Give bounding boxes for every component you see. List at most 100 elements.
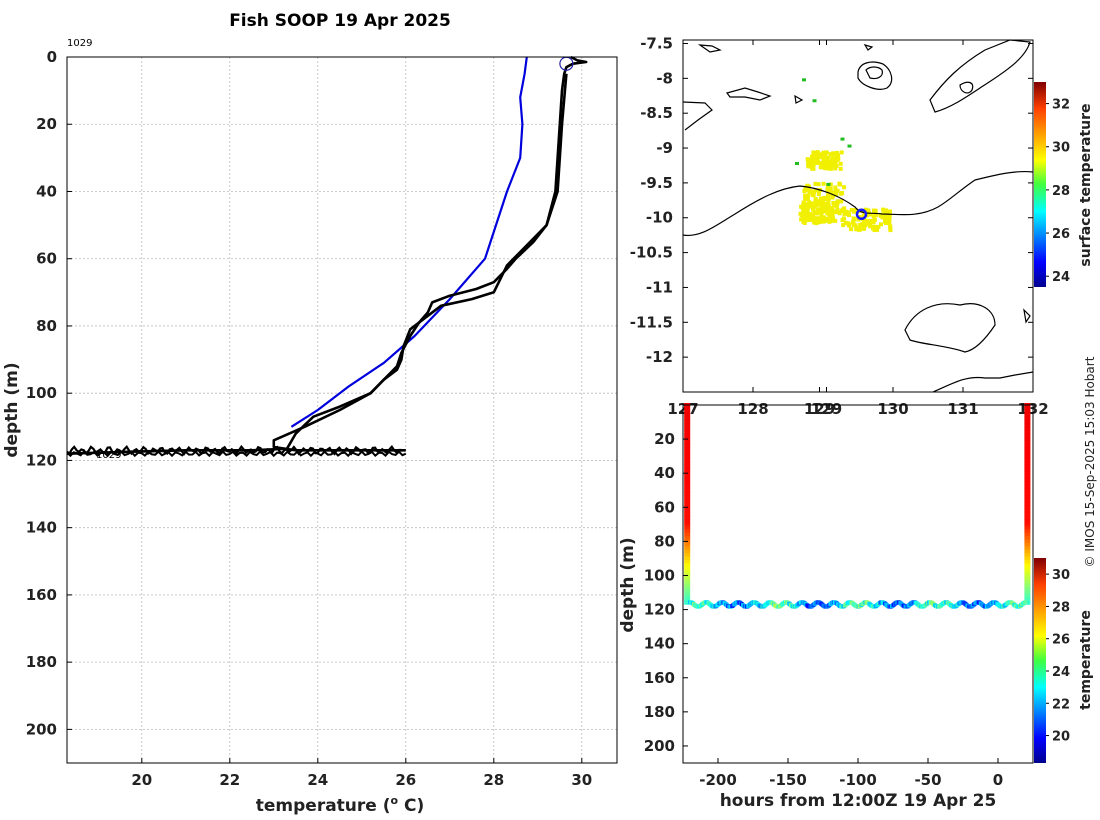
- section-cast-sample: [1024, 484, 1031, 489]
- section-cast-sample: [684, 430, 691, 435]
- sst-colorbar-tick-label: 28: [1052, 184, 1070, 199]
- sst-pixel: [821, 157, 826, 162]
- section-cast-sample: [1024, 590, 1031, 595]
- sst-pixel: [862, 223, 867, 228]
- section-cast-sample: [684, 450, 691, 455]
- section-cast-sample: [1024, 491, 1031, 496]
- figure-title: Fish SOOP 19 Apr 2025: [229, 11, 451, 31]
- section-cast-sample: [684, 464, 691, 469]
- sst-pixel: [846, 210, 851, 215]
- sst-pixel: [882, 209, 887, 214]
- sst-pixel: [810, 193, 815, 198]
- profile-x-label: temperature (o C): [256, 794, 425, 816]
- coast-island-c: [857, 61, 893, 90]
- sst-pixel: [819, 212, 824, 217]
- section-cast-sample: [1024, 525, 1031, 530]
- sst-pixel: [884, 214, 889, 219]
- section-cast-sample: [684, 515, 691, 520]
- coast-island-a: [682, 101, 713, 131]
- profile-y-tick-label: 120: [26, 451, 57, 469]
- sst-pixel: [837, 181, 842, 186]
- sst-colorbar-ticks: 24 26 28 30 32: [1046, 98, 1070, 285]
- section-plot: -200 -150 -100 -50 0 20 40 60 80 100 120 140 160 180…: [618, 403, 1094, 811]
- sst-pixel: [803, 193, 808, 198]
- sst-pixel: [821, 219, 826, 224]
- sst-pixel: [827, 215, 832, 220]
- sst-pixel: [822, 155, 827, 160]
- section-cast-sample: [684, 420, 691, 425]
- coast-dot-4: [794, 94, 804, 104]
- temperature-colorbar-tick-label: 22: [1052, 697, 1070, 712]
- sst-pixel: [811, 215, 816, 220]
- sst-pixel: [853, 208, 858, 213]
- sst-pixel: [872, 228, 877, 233]
- profile-x-tick-label: 30: [571, 771, 592, 789]
- sst-pixel: [864, 219, 869, 224]
- profile-y-ticks: 0 20 40 60 80 100 120 140 160 180 200: [26, 48, 72, 738]
- sst-pixel: [810, 166, 815, 171]
- sst-pixel: [813, 158, 818, 163]
- sst-pixel: [825, 216, 830, 221]
- sst-pixel: [815, 207, 820, 212]
- section-cast-sample: [684, 443, 691, 448]
- sst-pixel: [872, 208, 877, 213]
- section-y-tick-label: 60: [654, 498, 675, 516]
- temperature-colorbar-tick-label: 30: [1052, 568, 1070, 583]
- section-cast-sample: [1024, 406, 1031, 411]
- sst-pixel: [839, 199, 844, 204]
- sst-pixel: [813, 181, 818, 186]
- sst-colorbar-tick-label: 32: [1052, 98, 1070, 113]
- map-y-tick-label: -9.5: [640, 174, 673, 192]
- section-cast-sample: [1024, 437, 1031, 442]
- section-frame: [682, 404, 1034, 764]
- sst-pixel: [823, 163, 828, 168]
- coast-island-g: [932, 371, 1034, 393]
- section-cast-sample: [1024, 515, 1031, 520]
- sst-pixels: [795, 78, 893, 233]
- section-cast-sample: [1024, 498, 1031, 503]
- section-cast-sample: [1024, 440, 1031, 445]
- sst-pixel: [856, 217, 861, 222]
- section-cast-sample: [684, 498, 691, 503]
- profile-x-tick-label: 28: [483, 771, 504, 789]
- section-cast-sample: [684, 495, 691, 500]
- sst-pixel: [827, 164, 832, 169]
- profile-y-label: depth (m): [2, 362, 22, 457]
- sst-pixel: [811, 150, 816, 155]
- section-cast-sample: [1024, 471, 1031, 476]
- sst-pixel: [862, 220, 867, 225]
- section-y-tick-label: 140: [644, 635, 675, 653]
- section-y-tick-label: 40: [654, 464, 675, 482]
- sst-pixel: [817, 220, 822, 225]
- section-cast-sample: [684, 597, 691, 602]
- profile-plot: 20 22 24 26 28 30 0 20 40 60 80 100 120 140 160 180 200…: [2, 38, 618, 816]
- map-y-ticks: -7.5 -8 -8.5 -9 -9.5 -10 -10.5 -11 -11.5 -12: [630, 34, 1033, 366]
- sst-pixel: [868, 224, 873, 229]
- profile-y-tick-label: 180: [26, 653, 57, 671]
- sst-pixel: [833, 185, 838, 190]
- section-bottom-sample: [1023, 600, 1028, 605]
- sst-pixel: [831, 158, 836, 163]
- sst-pixel: [828, 182, 833, 187]
- section-cast-sample: [684, 440, 691, 445]
- sst-pixel: [801, 208, 806, 213]
- sst-pixel: [830, 155, 835, 160]
- map-y-tick-label: -7.5: [640, 34, 673, 52]
- section-cast-sample: [684, 549, 691, 554]
- sst-pixel: [838, 166, 843, 171]
- sst-pixel: [847, 213, 852, 218]
- sst-pixel: [868, 212, 873, 217]
- profile-x-ticks: 20 22 24 26 28 30: [131, 758, 592, 789]
- sst-pixel: [834, 163, 839, 168]
- section-y-tick-label: 180: [644, 703, 675, 721]
- sst-pixel: [851, 220, 856, 225]
- ship-position-marker: [855, 208, 868, 221]
- section-cast-sample: [684, 481, 691, 486]
- sst-pixel: [816, 191, 821, 196]
- sst-pixel: [866, 208, 871, 213]
- sst-pixel: [843, 211, 848, 216]
- section-cast-sample: [684, 457, 691, 462]
- temperature-colorbar-tick-label: 24: [1052, 665, 1070, 680]
- section-cast-sample: [684, 488, 691, 493]
- sst-pixel: [849, 208, 854, 213]
